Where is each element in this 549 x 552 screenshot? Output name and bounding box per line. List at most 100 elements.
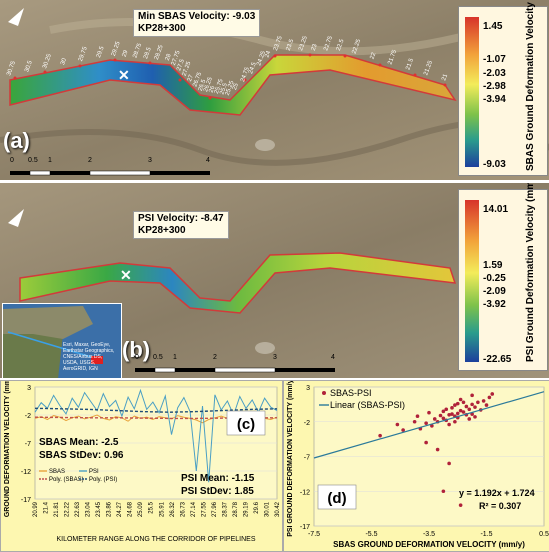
scatter-point bbox=[464, 404, 469, 409]
scale-tick: 1 bbox=[173, 354, 177, 361]
scale-tick: 0 bbox=[10, 157, 14, 164]
callout-b-line1: PSI Velocity: -8.47 bbox=[138, 213, 224, 224]
km-marker-label: 30 bbox=[60, 57, 68, 66]
scale-tick: 1 bbox=[48, 157, 52, 164]
scatter-point bbox=[484, 403, 489, 407]
scatter-point bbox=[458, 408, 463, 413]
scale-tick: 2 bbox=[88, 157, 92, 164]
callout-a: Min SBAS Velocity: -9.03 KP28+300 bbox=[133, 9, 261, 37]
km-marker-label: 29.25 bbox=[111, 40, 122, 57]
scatter-point bbox=[447, 413, 451, 417]
panel-label-c: (c) bbox=[237, 416, 255, 433]
x-tick-label: 27.96 bbox=[212, 501, 218, 517]
legend-b-value: -2.09 bbox=[483, 286, 506, 297]
x-tick-label: 0.5 bbox=[539, 531, 549, 538]
km-marker-label: 27 bbox=[187, 74, 195, 83]
legend-label: Linear (SBAS-PSI) bbox=[330, 400, 405, 410]
x-tick-label: 30.01 bbox=[264, 501, 270, 517]
location-marker-b: ✕ bbox=[120, 267, 132, 283]
legend-a-value: -3.94 bbox=[483, 94, 506, 105]
scale-tick: 2 bbox=[213, 354, 217, 361]
scale-bar-a: 0 0.5 1 2 3 4 bbox=[10, 157, 210, 176]
scatter-point bbox=[441, 489, 446, 494]
y-tick-label: -17 bbox=[300, 524, 310, 531]
x-tick-label: 27.55 bbox=[201, 501, 207, 517]
y-tick-label: -7 bbox=[25, 441, 31, 448]
x-tick-label: 20.99 bbox=[33, 501, 39, 517]
scatter-point bbox=[473, 405, 477, 409]
scatter-point bbox=[461, 410, 466, 414]
scale-tick: 0.5 bbox=[153, 354, 163, 361]
inset-map: Esri, Maxar, GeoEye, Earthstar Geographi… bbox=[2, 303, 122, 378]
km-marker-label: 29 bbox=[122, 49, 130, 58]
scatter-point bbox=[450, 406, 454, 410]
scale-bar-b: 0 0.5 1 2 3 4 bbox=[135, 354, 335, 373]
chart-panel-d: 3 -2 -7 -12 -17 -7.5 -5.5 -3.5 -1.5 0.5 PSI GROUND… bbox=[283, 380, 549, 552]
x-tick-label: 25.5 bbox=[149, 501, 155, 513]
panel-label-a: (a) bbox=[3, 128, 30, 153]
location-marker-a: ✕ bbox=[118, 67, 130, 83]
legend-b: 14.01 1.59 -0.25 -2.09 -3.92 -22.65 PSI … bbox=[458, 183, 548, 371]
satellite-map-a: ✕ 30.75 30.5 30.25 30 29.75 29.5 29.25 29 28.75 2… bbox=[0, 0, 549, 180]
scatter-point bbox=[427, 410, 431, 415]
chart-panel-c: 3 -2 -7 -12 -17 20.99 21.4 21.81 22.22 22.63 23.04… bbox=[0, 380, 283, 552]
legend-b-value: -22.65 bbox=[483, 354, 512, 365]
legend-label: Poly. (SBAS) bbox=[49, 477, 84, 483]
x-tick-label: 25.91 bbox=[159, 501, 165, 517]
km-marker-label: 26 bbox=[209, 85, 217, 94]
sbas-stdev: SBAS StDev: 0.96 bbox=[39, 450, 124, 461]
km-marker-label: 28.25 bbox=[154, 44, 165, 61]
legend-a-value: -1.07 bbox=[483, 54, 506, 65]
km-marker-label: 30.25 bbox=[42, 53, 53, 70]
scatter-point bbox=[467, 407, 472, 412]
map-panel-b: ✕ PSI Velocity: -8.47 KP28+300 Esri, Max… bbox=[0, 183, 549, 378]
legend-a-value: -2.03 bbox=[483, 68, 506, 79]
km-marker-label: 22.5 bbox=[336, 38, 346, 52]
x-tick-label: 21.81 bbox=[54, 501, 60, 517]
x-tick-label: -5.5 bbox=[365, 531, 377, 538]
sbas-mean: SBAS Mean: -2.5 bbox=[39, 437, 119, 448]
x-tick-label: 23.04 bbox=[86, 501, 92, 517]
x-axis-label: SBAS GROUND DEFORMATION VELOCITY (mm/y) bbox=[333, 540, 525, 549]
fit-line bbox=[313, 391, 545, 459]
inset-caption: Esri, Maxar, GeoEye, Earthstar Geographi… bbox=[63, 342, 115, 372]
km-marker-label: 26.5 bbox=[198, 78, 208, 92]
x-tick-label: 30.42 bbox=[275, 501, 281, 517]
scatter-point bbox=[473, 415, 477, 419]
x-tick-label: 22.63 bbox=[75, 501, 81, 517]
panel-label-d: (d) bbox=[327, 490, 346, 507]
x-axis-label: KILOMETER RANGE ALONG THE CORRIDOR OF PI… bbox=[56, 536, 255, 543]
legend-a-value: -9.03 bbox=[483, 159, 506, 170]
legend-b-value: -3.92 bbox=[483, 299, 506, 310]
km-marker-label: 26.25 bbox=[203, 76, 214, 93]
scatter-point bbox=[455, 401, 460, 406]
callout-b: PSI Velocity: -8.47 KP28+300 bbox=[133, 211, 229, 239]
north-arrow-a bbox=[8, 8, 24, 26]
km-marker-label: 30.75 bbox=[6, 60, 17, 77]
x-tick-label: 26.73 bbox=[180, 501, 186, 517]
legend-b-value: 14.01 bbox=[483, 204, 509, 215]
scatter-point bbox=[467, 417, 472, 421]
series-line bbox=[34, 407, 278, 413]
scatter-point bbox=[450, 412, 454, 416]
y-tick-label: -2 bbox=[25, 413, 31, 420]
km-marker-label: 29.75 bbox=[78, 46, 89, 63]
scatter-point bbox=[395, 422, 400, 427]
scale-tick: 4 bbox=[206, 157, 210, 164]
scatter-point bbox=[378, 433, 382, 438]
panel-label-b: (b) bbox=[122, 337, 151, 362]
colorbar-a bbox=[465, 17, 479, 167]
scatter-point bbox=[415, 414, 420, 418]
x-tick-label: 27.14 bbox=[191, 501, 197, 517]
scatter-point bbox=[441, 416, 446, 421]
legend-a-value: -2.98 bbox=[483, 81, 506, 92]
callout-b-line2: KP28+300 bbox=[138, 225, 186, 236]
panel-label-box bbox=[226, 410, 266, 436]
km-marker-label: 28.5 bbox=[143, 46, 153, 60]
scatter-point bbox=[435, 447, 440, 452]
scale-tick: 4 bbox=[331, 354, 335, 361]
scale-tick: 0 bbox=[135, 354, 139, 361]
km-marker-label: 25.75 bbox=[214, 78, 225, 95]
km-marker-dots-a bbox=[13, 53, 447, 100]
